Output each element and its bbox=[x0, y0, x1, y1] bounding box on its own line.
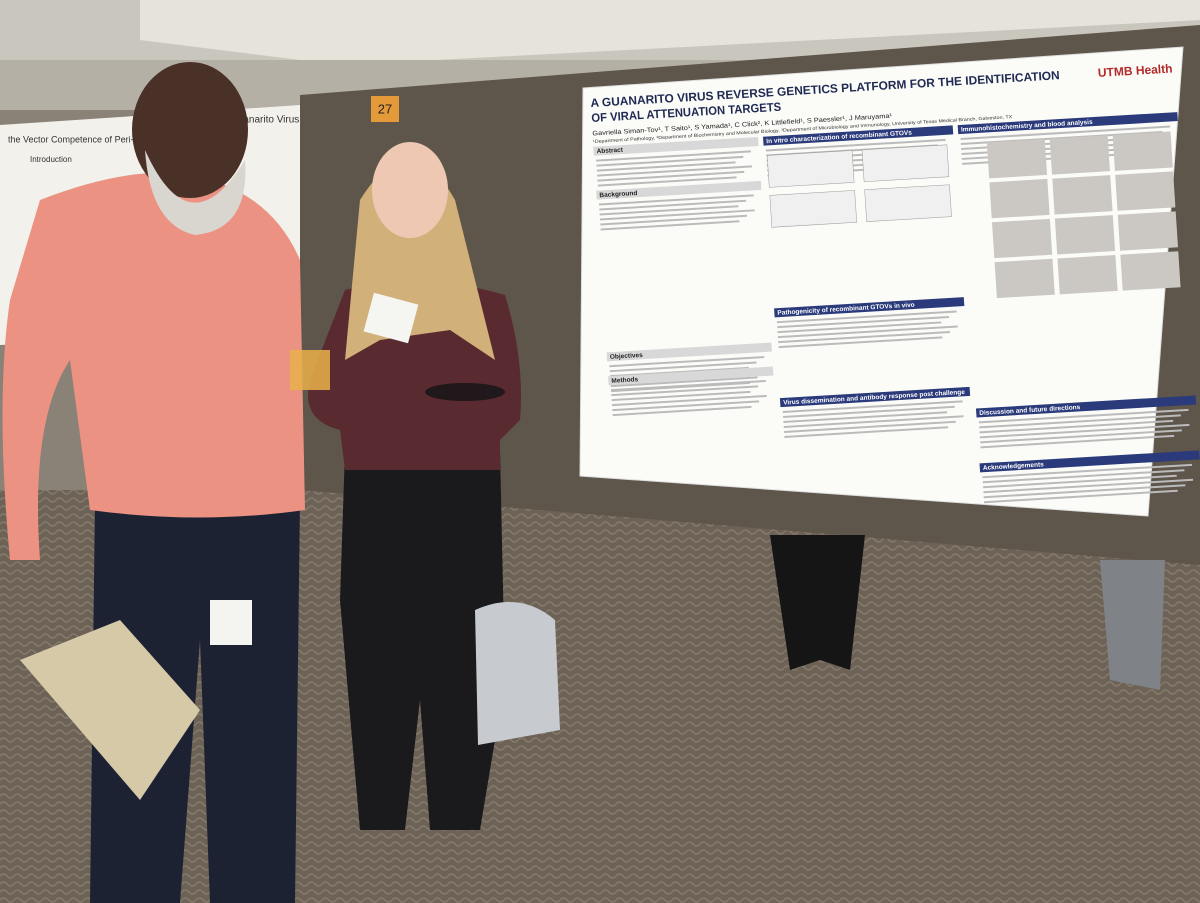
section-title: Abstract bbox=[596, 147, 624, 156]
body-text bbox=[980, 434, 1175, 449]
body-text bbox=[596, 150, 751, 162]
backpack bbox=[475, 602, 560, 745]
poster-logo: UTMB Health bbox=[1097, 61, 1172, 79]
body-text bbox=[597, 176, 737, 187]
ihc-image bbox=[1054, 215, 1116, 255]
body-text bbox=[980, 429, 1182, 444]
body-text bbox=[599, 209, 755, 221]
figure bbox=[766, 150, 855, 188]
body-text bbox=[983, 489, 1178, 504]
body-text bbox=[612, 405, 752, 417]
figure bbox=[861, 144, 950, 183]
body-text bbox=[983, 474, 1177, 489]
body-text bbox=[600, 214, 748, 226]
body-text bbox=[610, 376, 758, 388]
ihc-image bbox=[989, 178, 1050, 219]
person-legs bbox=[1100, 560, 1165, 690]
body-text bbox=[597, 165, 752, 177]
section-header bbox=[593, 136, 759, 156]
body-text bbox=[765, 138, 946, 152]
body-text bbox=[597, 170, 745, 182]
person-legs bbox=[770, 535, 865, 670]
body-text bbox=[979, 414, 1181, 429]
ihc-image bbox=[1057, 255, 1118, 295]
body-text bbox=[979, 423, 1190, 439]
section-header bbox=[979, 450, 1200, 473]
person-right bbox=[290, 142, 521, 830]
booth-sign bbox=[371, 96, 399, 122]
body-text bbox=[982, 469, 1185, 484]
ihc-image bbox=[994, 258, 1055, 299]
body-text bbox=[983, 478, 1194, 494]
neighbor-section: Introduction bbox=[30, 155, 72, 164]
body-text bbox=[600, 220, 740, 231]
body-text bbox=[783, 411, 948, 423]
body-text bbox=[599, 205, 739, 216]
section-title: Background bbox=[599, 190, 637, 199]
ihc-image bbox=[1120, 251, 1181, 291]
booth-number: 27 bbox=[378, 101, 392, 116]
section-header bbox=[957, 112, 1178, 135]
ceiling-light bbox=[140, 0, 1200, 65]
ihc-image bbox=[1115, 171, 1176, 211]
person-left bbox=[2, 62, 305, 903]
body-text bbox=[612, 400, 760, 412]
body-text bbox=[979, 419, 1174, 434]
body-text bbox=[784, 426, 949, 438]
body-text bbox=[599, 199, 747, 211]
body-text bbox=[777, 315, 950, 329]
body-text bbox=[783, 415, 964, 428]
body-text bbox=[983, 484, 1186, 499]
body-text bbox=[609, 361, 757, 373]
section-header bbox=[762, 125, 954, 146]
body-text bbox=[778, 336, 943, 349]
ihc-image bbox=[991, 218, 1053, 259]
body-text bbox=[782, 400, 963, 413]
neighbor-title: the Vector Competence of Peri-domestic bbox=[8, 134, 170, 144]
section-header bbox=[606, 342, 772, 362]
body-text bbox=[596, 155, 744, 167]
figure bbox=[769, 190, 857, 228]
section-header bbox=[975, 395, 1197, 418]
body-text bbox=[609, 356, 765, 368]
ihc-image bbox=[986, 138, 1048, 179]
ihc-image bbox=[1112, 131, 1173, 171]
section-header bbox=[779, 386, 971, 408]
ihc-image bbox=[1117, 211, 1178, 251]
body-text bbox=[611, 394, 767, 407]
body-text bbox=[778, 330, 951, 344]
body-text bbox=[784, 420, 956, 433]
body-text bbox=[611, 390, 751, 402]
body-text bbox=[982, 463, 1193, 479]
body-text bbox=[960, 125, 1171, 140]
section-title: Methods bbox=[611, 376, 639, 385]
body-text bbox=[777, 325, 958, 339]
figure bbox=[864, 184, 952, 222]
section-header bbox=[608, 366, 774, 386]
body-text bbox=[978, 408, 1189, 424]
body-text bbox=[598, 194, 754, 206]
section-title: Objectives bbox=[610, 352, 644, 361]
ihc-image bbox=[1052, 175, 1113, 215]
body-text bbox=[596, 161, 736, 172]
body-text bbox=[777, 321, 942, 334]
ihc-image bbox=[1049, 135, 1110, 175]
section-header bbox=[596, 180, 762, 200]
neighbor-subtitle: Guanarito Virus bbox=[230, 115, 299, 126]
section-title: Acknowledgements bbox=[983, 461, 1045, 472]
section-header bbox=[774, 297, 965, 318]
body-text bbox=[611, 385, 759, 397]
body-text bbox=[783, 405, 955, 418]
body-text bbox=[776, 310, 957, 324]
body-text bbox=[610, 379, 766, 392]
